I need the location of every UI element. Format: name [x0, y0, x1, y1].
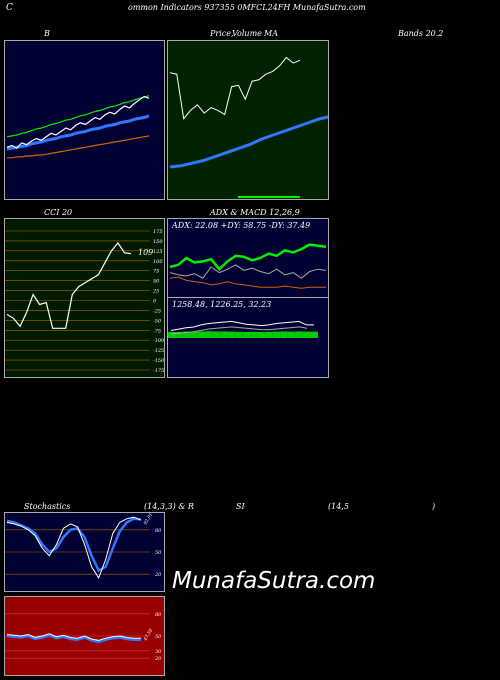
- cci-value-label: 109: [138, 248, 153, 257]
- label-rsi-close: ): [432, 502, 436, 511]
- adx-line: [169, 276, 326, 289]
- cci-chart: 175 150 125 100 75 50 25 0 -25 -50 -75 -100 -125 -150…: [5, 229, 164, 374]
- rsi-panel: 80 50 30 20 47.50: [4, 596, 165, 676]
- label-price: Price,: [210, 29, 234, 38]
- cci-line: [6, 241, 132, 329]
- c-mark: C: [6, 3, 13, 13]
- stoch-tick-label: 80: [155, 528, 162, 534]
- macd-histogram-bar: [242, 332, 251, 338]
- cci-tick-label: -150: [153, 358, 164, 364]
- macd-line: [170, 320, 314, 331]
- cci-tick-label: 75: [153, 269, 159, 275]
- stoch-d-line: [6, 517, 142, 573]
- rsi-tick-label: 80: [155, 612, 162, 618]
- minus-di-line: [169, 264, 327, 279]
- cci-tick-label: 100: [153, 259, 163, 265]
- macd-histogram-bar: [257, 332, 266, 338]
- label-adx-macd: ADX & MACD 12,26,9: [210, 208, 300, 217]
- macd-histogram-bar: [197, 331, 206, 338]
- adx-panel: ADX: 22.08 +DY: 58.75 -DY: 37.49: [167, 218, 329, 298]
- cci-tick-label: -75: [153, 328, 161, 334]
- stoch-k-line: [6, 516, 142, 580]
- cci-tick-label: 125: [153, 249, 163, 255]
- rsi-tick-label: 30: [155, 649, 162, 655]
- macd-signal-line: [170, 326, 308, 335]
- macd-histogram-bar: [295, 331, 303, 338]
- macd-values: 1258.48, 1226.25, 32.23: [172, 300, 272, 309]
- stoch-tick-label: 50: [155, 550, 162, 556]
- cci-tick-label: -100: [153, 338, 164, 344]
- macd-histogram-bar: [227, 331, 236, 338]
- macd-histogram-bar: [235, 331, 243, 338]
- rsi-tick-label: 20: [154, 656, 162, 662]
- macd-histogram-bar: [220, 331, 228, 338]
- bollinger-middle-line: [6, 114, 150, 151]
- label-rsi-params: (14,5: [328, 502, 349, 511]
- rsi-value-label: 47.50: [142, 628, 154, 643]
- stoch-value-label: 92.91: [143, 513, 155, 526]
- label-bollinger: B: [44, 29, 50, 38]
- label-stochastics: Stochastics: [24, 502, 71, 511]
- rsi-tick-label: 50: [155, 634, 162, 640]
- bollinger-lower-line: [7, 135, 150, 159]
- rsi-smooth-line: [6, 633, 141, 644]
- cci-tick-label: -175: [153, 368, 164, 374]
- cci-tick-label: 25: [152, 289, 159, 295]
- bollinger-chart: [6, 95, 150, 159]
- macd-histogram-bar: [287, 331, 296, 338]
- cci-tick-label: -50: [153, 318, 162, 324]
- label-rsi: SI: [236, 502, 245, 511]
- macd-panel: 1258.48, 1226.25, 32.23: [167, 297, 329, 378]
- rsi-line: [6, 633, 141, 641]
- stoch-tick-label: 20: [154, 572, 162, 578]
- macd-histogram-bar: [272, 331, 281, 338]
- watermark: MunafaSutra.com: [172, 568, 376, 594]
- macd-histogram-bar: [212, 331, 221, 338]
- macd-histogram-bar: [205, 331, 213, 338]
- adx-values: ADX: 22.08 +DY: 58.75 -DY: 37.49: [172, 221, 311, 230]
- label-stoch-params: (14,3,3) & R: [144, 502, 194, 511]
- macd-histogram-bar: [190, 331, 198, 338]
- label-volume: Volume: [232, 29, 262, 38]
- adx-chart: [169, 243, 327, 289]
- macd-histogram-bar: [168, 332, 175, 338]
- cci-tick-label: -25: [153, 308, 161, 314]
- price-ma-panel: [167, 40, 329, 200]
- macd-histogram-bar: [175, 332, 183, 338]
- bollinger-panel: [4, 40, 165, 200]
- label-ma: MA: [264, 29, 278, 38]
- cci-panel: 175 150 125 100 75 50 25 0 -25 -50 -75 -100 -125 -150…: [4, 218, 165, 378]
- macd-histogram-bar: [250, 331, 258, 338]
- label-cci: CCI 20: [44, 208, 73, 217]
- cci-tick-label: 50: [153, 279, 160, 285]
- cci-tick-label: 150: [153, 239, 163, 245]
- stochastics-chart: 80 50 20 92.91: [5, 513, 162, 580]
- cci-tick-label: 175: [153, 229, 163, 235]
- macd-histogram-bar: [182, 331, 191, 338]
- page-header-title: ommon Indicators 937355 0MFCL24FH Munafa…: [128, 3, 366, 12]
- label-bands: Bands 20.2: [398, 29, 444, 38]
- macd-histogram-bar: [302, 331, 311, 338]
- price-line: [169, 56, 301, 120]
- bollinger-upper-line: [6, 95, 150, 138]
- ma-line: [169, 115, 328, 169]
- stochastics-panel: 80 50 20 92.91: [4, 512, 165, 592]
- cci-tick-label: 0: [153, 299, 157, 305]
- plus-di-line: [169, 243, 327, 272]
- macd-histogram-bar: [310, 331, 318, 338]
- bollinger-close-line: [6, 95, 150, 149]
- macd-histogram-bar: [265, 331, 273, 338]
- price-ma-chart: [169, 56, 328, 198]
- macd-chart: [168, 320, 318, 338]
- macd-histogram-bar: [280, 331, 288, 338]
- cci-tick-label: -125: [153, 348, 164, 354]
